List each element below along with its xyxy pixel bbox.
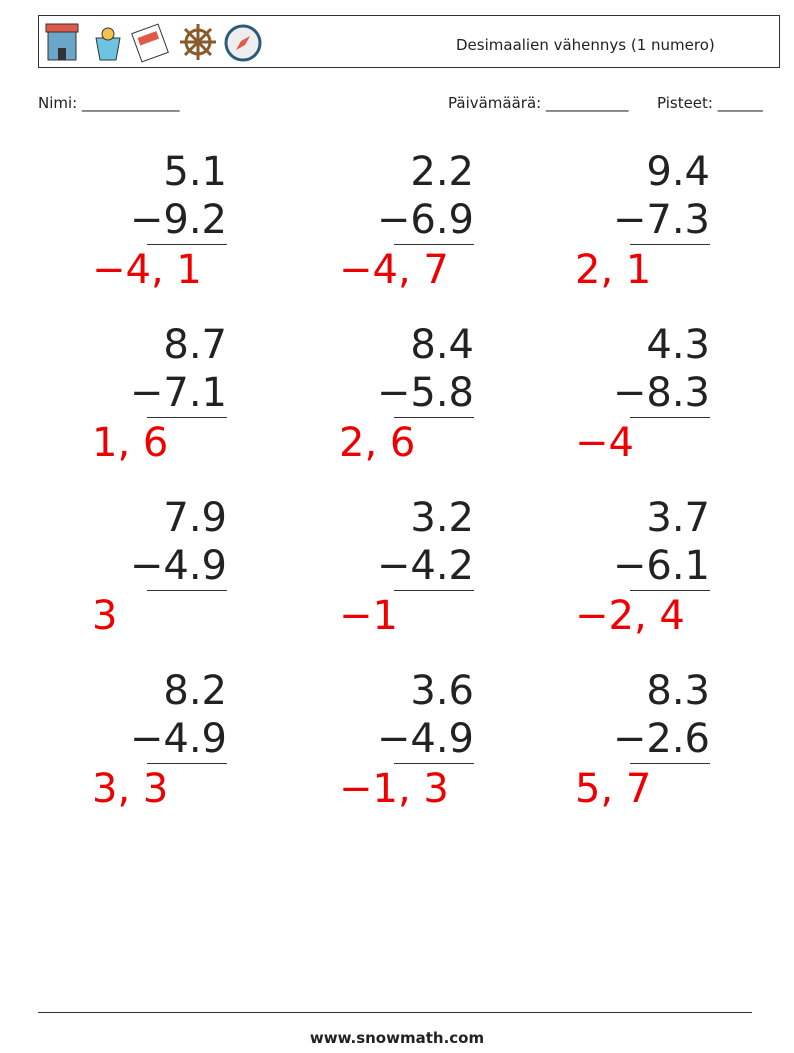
title: Desimaalien vähennys (1 numero)	[456, 36, 715, 54]
subtrahend: −7.1	[129, 370, 227, 416]
subtrahend: −5.8	[376, 370, 474, 416]
minuend: 8.3	[646, 668, 710, 714]
answer: −4	[575, 420, 634, 466]
minuend: 9.4	[646, 149, 710, 195]
answer: −4, 1	[92, 247, 202, 293]
minuend: 8.2	[163, 668, 227, 714]
minuend: 2.2	[410, 149, 474, 195]
date-field: Päivämäärä: ___________	[448, 94, 629, 112]
subtrahend: −4.9	[129, 716, 227, 762]
answer: 3, 3	[92, 766, 169, 812]
icon-bucket	[95, 27, 121, 61]
subtrahend: −6.9	[376, 197, 474, 243]
answer-line	[630, 417, 710, 418]
subtrahend: −9.2	[129, 197, 227, 243]
answer: −1, 3	[339, 766, 449, 812]
subtrahend: −2.6	[612, 716, 710, 762]
minuend: 3.6	[410, 668, 474, 714]
footer-rule	[38, 1012, 752, 1013]
name-field: Nimi: _____________	[38, 94, 180, 112]
answer: −2, 4	[575, 593, 685, 639]
subtrahend: −4.2	[376, 543, 474, 589]
answer-line	[394, 763, 474, 764]
footer-url: www.snowmath.com	[309, 1029, 485, 1047]
answer-line	[630, 763, 710, 764]
answer: −4, 7	[339, 247, 449, 293]
answer-line	[394, 417, 474, 418]
icon-compass	[224, 24, 262, 62]
minuend: 8.4	[410, 322, 474, 368]
icon-building	[45, 23, 79, 61]
answer: 2, 1	[575, 247, 652, 293]
answer-line	[394, 244, 474, 245]
icon-wheel	[180, 24, 216, 60]
subtrahend: −8.3	[612, 370, 710, 416]
score-field: Pisteet: ______	[657, 94, 763, 112]
minuend: 7.9	[163, 495, 227, 541]
answer-line	[630, 244, 710, 245]
answer-line	[630, 590, 710, 591]
subtrahend: −4.9	[376, 716, 474, 762]
answer-line	[147, 244, 227, 245]
header-box	[38, 15, 780, 68]
answer-line	[394, 590, 474, 591]
answer-line	[147, 763, 227, 764]
minuend: 3.2	[410, 495, 474, 541]
answer: −1	[339, 593, 398, 639]
icon-ticket	[131, 23, 169, 63]
minuend: 5.1	[163, 149, 227, 195]
answer-line	[147, 590, 227, 591]
minuend: 3.7	[646, 495, 710, 541]
answer: 3	[92, 593, 118, 639]
header-icons	[45, 23, 262, 63]
minuend: 8.7	[163, 322, 227, 368]
subtrahend: −4.9	[129, 543, 227, 589]
answer: 5, 7	[575, 766, 652, 812]
answer: 1, 6	[92, 420, 169, 466]
answer-line	[147, 417, 227, 418]
answer: 2, 6	[339, 420, 416, 466]
subtrahend: −7.3	[612, 197, 710, 243]
subtrahend: −6.1	[612, 543, 710, 589]
minuend: 4.3	[646, 322, 710, 368]
